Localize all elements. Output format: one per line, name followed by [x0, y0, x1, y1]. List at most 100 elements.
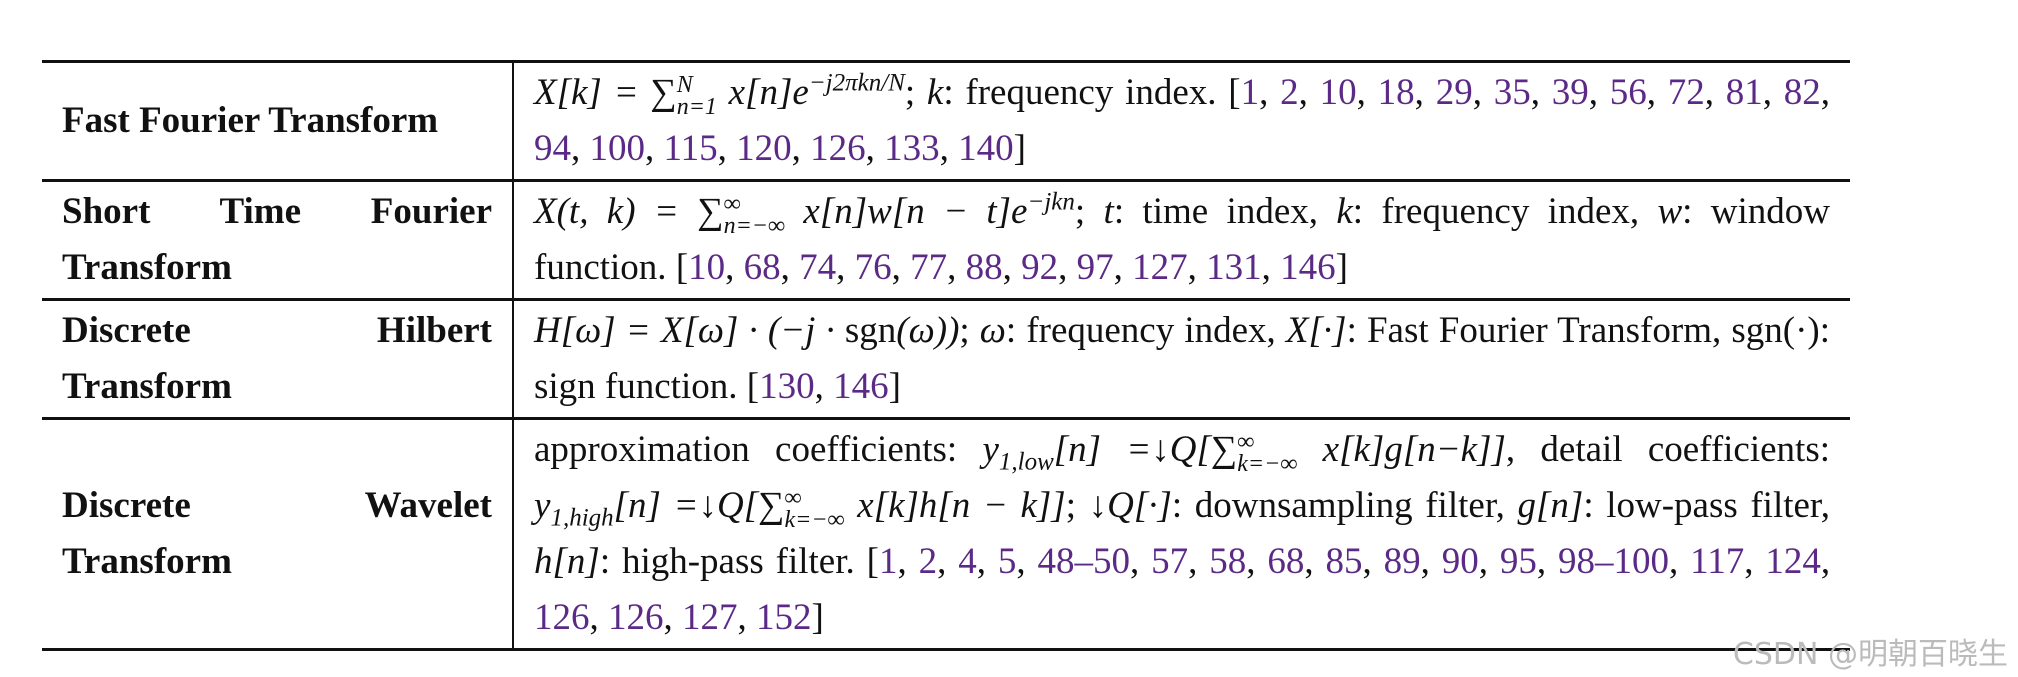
separator: , — [1414, 72, 1436, 113]
separator: , — [1478, 541, 1500, 582]
method-description: X(t, k) = ∑ n=−∞ ∞ x[n]w[n − t]e−jkn; t: t… — [513, 179, 1850, 301]
separator: , — [1298, 72, 1320, 113]
math: y — [982, 429, 999, 470]
citation: 127 — [1132, 247, 1188, 288]
separator: , — [897, 541, 919, 582]
separator: , — [836, 247, 855, 288]
citation: 98–100 — [1557, 541, 1669, 582]
citation: 74 — [799, 247, 837, 288]
separator: , — [1188, 541, 1210, 582]
citation: 82 — [1783, 72, 1821, 113]
separator: , — [737, 597, 756, 638]
math: ω — [979, 310, 1006, 351]
method-description: H[ω] = X[ω] · (−j · sgn(ω)); ω: frequenc… — [513, 298, 1850, 420]
separator: , — [791, 128, 811, 169]
citation: 5 — [997, 541, 1017, 582]
separator: , — [717, 128, 737, 169]
citation: 81 — [1725, 72, 1763, 113]
bracket: ] — [888, 366, 901, 407]
math: X(t, k) = ∑ — [534, 191, 724, 232]
method-name: Short Time Fourier Transform — [42, 179, 514, 301]
math: x[n]e — [716, 72, 809, 113]
separator: , — [1420, 541, 1442, 582]
separator: , — [1002, 247, 1022, 288]
separator: , — [1246, 541, 1268, 582]
bracket: [ — [866, 541, 879, 582]
bracket: ] — [811, 597, 824, 638]
math: ↓Q[·] — [1088, 485, 1172, 526]
separator: , — [1820, 72, 1831, 113]
lower-limit: n=1 — [676, 93, 717, 120]
separator: , — [1016, 541, 1038, 582]
table-row: Short Time Fourier Transform X(t, k) = ∑ n… — [42, 179, 1850, 301]
citation: 146 — [833, 366, 889, 407]
text: : frequency index. — [943, 72, 1229, 113]
citation: 2 — [1280, 72, 1299, 113]
text: ; — [1065, 485, 1089, 526]
superscript: −jkn — [1027, 188, 1075, 216]
separator: , — [1304, 541, 1326, 582]
limits: k=−∞ ∞ — [785, 486, 845, 532]
text: : high-pass filter. — [599, 541, 867, 582]
separator: , — [571, 128, 590, 169]
citation: 94 — [534, 128, 571, 169]
bracket: [ — [1228, 72, 1241, 113]
citation: 68 — [1267, 541, 1305, 582]
bracket: ] — [1335, 247, 1348, 288]
limits: n=1 N — [676, 71, 717, 120]
citation: 126 — [810, 128, 866, 169]
citation: 2 — [918, 541, 938, 582]
citation: 100 — [589, 128, 646, 169]
subscript: 1,low — [998, 448, 1054, 476]
citation: 97 — [1076, 247, 1114, 288]
math: w — [1657, 191, 1683, 232]
math: x[n]w[n − t]e — [785, 191, 1028, 232]
citation: 76 — [854, 247, 892, 288]
citation: 77 — [910, 247, 948, 288]
separator: , — [937, 541, 959, 582]
citation: 131 — [1206, 247, 1262, 288]
citation: 72 — [1667, 72, 1705, 113]
limits: k=−∞ ∞ — [1237, 430, 1297, 476]
separator: , — [814, 366, 834, 407]
separator: , — [1704, 72, 1726, 113]
separator: , — [645, 128, 664, 169]
separator: , — [1668, 541, 1691, 582]
separator: , — [1113, 247, 1133, 288]
upper-limit: N — [676, 71, 693, 98]
citation: 146 — [1280, 247, 1336, 288]
superscript: −j2πkn/N — [808, 69, 905, 97]
citation: 130 — [759, 366, 815, 407]
separator: , — [780, 247, 800, 288]
text: : window function. — [534, 191, 1830, 288]
text: : Fast Fourier Transform, sgn(·): sign f… — [534, 310, 1830, 407]
limits: n=−∞ ∞ — [723, 190, 786, 239]
math: x[k]h[n − k]] — [844, 485, 1066, 526]
method-table: Fast Fourier Transform X[k] = ∑ n=1 N x[n]e… — [42, 60, 1850, 651]
lower-limit: n=−∞ — [723, 212, 786, 239]
upper-limit: ∞ — [723, 190, 741, 217]
citation: 117 — [1690, 541, 1745, 582]
separator: , — [939, 128, 959, 169]
citation: 57 — [1151, 541, 1189, 582]
citation: 1 — [878, 541, 898, 582]
citation: 10 — [1319, 72, 1357, 113]
math: y — [534, 485, 551, 526]
citation: 120 — [736, 128, 792, 169]
math: g[n] — [1517, 485, 1584, 526]
text: : downsampling filter, — [1171, 485, 1518, 526]
math: X[k] = ∑ — [534, 72, 677, 113]
method-name: Fast Fourier Transform — [42, 60, 514, 182]
citation: 124 — [1765, 541, 1821, 582]
math: (ω)) — [896, 310, 960, 351]
citation: 95 — [1499, 541, 1537, 582]
separator: , — [1356, 72, 1378, 113]
math: [n] =↓Q[∑ — [1053, 429, 1238, 470]
text: sgn — [844, 310, 897, 351]
citation: 58 — [1209, 541, 1247, 582]
bracket: [ — [675, 247, 689, 288]
math: [n] =↓Q[∑ — [613, 485, 785, 526]
method-description: approximation coefficients: y1,low[n] =↓… — [513, 417, 1850, 651]
citation: 4 — [958, 541, 977, 582]
